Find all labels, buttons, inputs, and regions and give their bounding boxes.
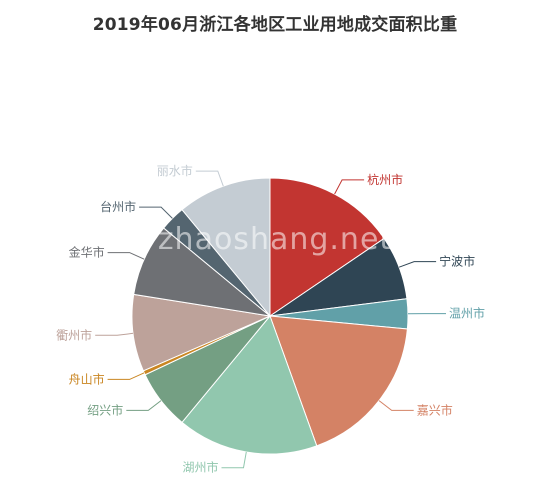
slice-label: 温州市 [449, 306, 485, 321]
slice-leader-line [195, 170, 224, 187]
slice-label: 湖州市 [182, 460, 218, 475]
slice-leader-line [334, 179, 365, 195]
slice-label: 宁波市 [439, 254, 475, 269]
slice-label: 台州市 [100, 199, 136, 214]
slice-leader-line [378, 400, 414, 411]
slice-leader-line [126, 400, 162, 411]
slice-leader-line [95, 332, 134, 336]
slice-label: 舟山市 [69, 371, 105, 386]
slice-label: 绍兴市 [87, 402, 123, 417]
slice-label: 嘉兴市 [417, 402, 453, 417]
chart-title: 2019年06月浙江各地区工业用地成交面积比重 [92, 15, 458, 35]
slice-label: 丽水市 [157, 163, 193, 178]
slice-leader-line [107, 372, 145, 380]
slices-layer [131, 177, 409, 455]
pie-slice[interactable] [181, 315, 318, 455]
slice-label: 杭州市 [367, 172, 403, 187]
pie-slice[interactable] [269, 177, 385, 317]
slice-leader-line [398, 261, 437, 268]
slice-leader-line [221, 451, 247, 469]
slice-leader-line [107, 252, 145, 260]
slice-label: 衢州市 [56, 327, 92, 342]
slice-label: 金华市 [69, 245, 105, 260]
slice-leader-line [139, 206, 173, 219]
